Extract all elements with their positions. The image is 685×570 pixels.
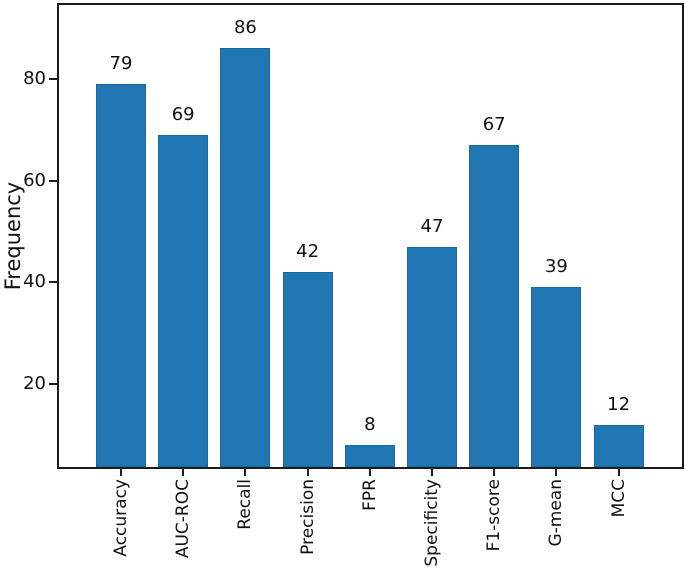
x-tick [306,469,309,476]
bar [158,134,209,467]
bar-value-label: 69 [171,103,195,125]
bar-value-label: 8 [364,414,376,436]
x-tick [555,469,558,476]
plot-area [57,3,684,469]
x-tick-label: Precision [297,479,318,555]
bar-value-label: 12 [607,393,631,415]
bar-value-label: 39 [544,256,568,278]
x-tick [120,469,122,476]
x-tick [182,469,185,476]
x-tick [368,469,371,476]
y-tick-label: 20 [23,373,46,395]
x-tick [244,469,247,476]
y-tick-label: 60 [23,169,46,191]
y-tick-label: 40 [23,271,46,293]
bar [96,83,146,467]
bar-value-label: 67 [482,113,506,135]
x-tick [431,469,433,476]
bar-value-label: 86 [233,17,257,39]
bar [407,246,457,467]
bar-value-label: 42 [296,241,320,263]
bar-value-label: 47 [420,215,444,237]
x-tick-label: F1-score [484,479,505,552]
x-tick-label: AUC-ROC [173,479,194,559]
x-tick [493,469,496,476]
x-tick-label: FPR [359,479,380,511]
y-tick [49,281,57,284]
x-tick-label: G-mean [546,479,567,547]
bar [593,424,644,467]
bar [531,287,582,467]
x-tick-label: Accuracy [111,479,131,557]
bar [220,48,271,467]
x-tick-label: Recall [235,479,256,530]
y-tick [49,179,57,182]
y-tick [49,77,57,80]
x-tick-label: MCC [608,479,629,518]
y-tick-label: 80 [23,67,46,89]
bar-value-label: 79 [109,52,133,74]
x-tick-label: Specificity [422,479,442,567]
bar [282,272,333,467]
x-tick [617,469,620,476]
bar [469,144,520,467]
bar [344,445,395,467]
y-tick [49,383,57,386]
